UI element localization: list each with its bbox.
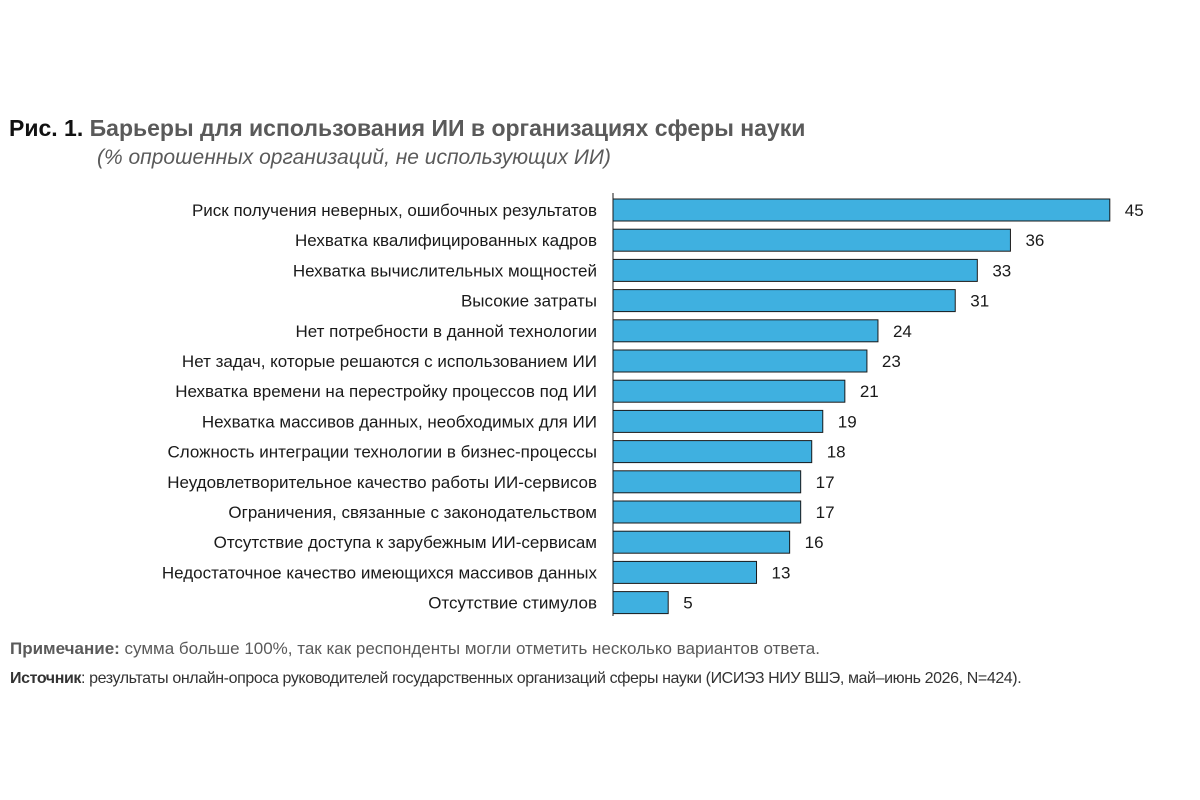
note-text: сумма больше 100%, так как респонденты м… bbox=[119, 639, 820, 658]
figure-title-text: Барьеры для использования ИИ в организац… bbox=[89, 115, 806, 141]
category-label: Риск получения неверных, ошибочных резул… bbox=[192, 201, 597, 220]
category-label: Ограничения, связанные с законодательств… bbox=[228, 503, 597, 522]
value-label: 23 bbox=[882, 352, 901, 371]
category-label: Высокие затраты bbox=[461, 292, 597, 311]
note-label: Примечание: bbox=[10, 639, 120, 658]
category-label: Нехватка вычислительных мощностей bbox=[293, 261, 597, 280]
category-label: Неудовлетворительное качество работы ИИ-… bbox=[167, 473, 597, 492]
bar bbox=[612, 258, 978, 282]
bar bbox=[612, 409, 824, 433]
bar bbox=[612, 379, 846, 403]
bar bbox=[612, 470, 802, 494]
bar bbox=[612, 591, 669, 615]
category-label: Отсутствие доступа к зарубежным ИИ-серви… bbox=[214, 533, 597, 552]
bar bbox=[612, 530, 791, 554]
value-label: 18 bbox=[827, 443, 846, 462]
value-label: 17 bbox=[816, 473, 835, 492]
value-label: 45 bbox=[1125, 201, 1144, 220]
value-label: 16 bbox=[805, 533, 824, 552]
value-label: 19 bbox=[838, 412, 857, 431]
category-label: Отсутствие стимулов bbox=[428, 594, 597, 613]
source-label: Источник bbox=[10, 670, 81, 687]
bar bbox=[612, 289, 956, 313]
bar bbox=[612, 198, 1111, 222]
value-label: 17 bbox=[816, 503, 835, 522]
bar bbox=[612, 228, 1011, 252]
category-label: Нет потребности в данной технологии bbox=[295, 322, 597, 341]
figure-title: Рис. 1. Барьеры для использования ИИ в о… bbox=[9, 111, 805, 145]
value-label: 31 bbox=[970, 292, 989, 311]
bar bbox=[612, 500, 802, 524]
chart-note: Примечание: сумма больше 100%, так как р… bbox=[10, 636, 820, 662]
category-label: Нехватка времени на перестройку процессо… bbox=[175, 382, 597, 401]
bar bbox=[612, 560, 758, 584]
value-label: 36 bbox=[1025, 231, 1044, 250]
category-label: Нехватка массивов данных, необходимых дл… bbox=[202, 412, 597, 431]
category-label: Недостаточное качество имеющихся массиво… bbox=[162, 563, 598, 582]
value-label: 21 bbox=[860, 382, 879, 401]
figure-number: Рис. 1. bbox=[9, 115, 84, 141]
category-label: Нехватка квалифицированных кадров bbox=[295, 231, 597, 250]
value-label: 5 bbox=[683, 594, 692, 613]
bar bbox=[612, 319, 879, 343]
value-label: 33 bbox=[992, 261, 1011, 280]
category-label: Нет задач, которые решаются с использова… bbox=[182, 352, 597, 371]
value-label: 24 bbox=[893, 322, 912, 341]
bar bbox=[612, 349, 868, 373]
source-text: : результаты онлайн-опроса руководителей… bbox=[81, 670, 1022, 687]
value-label: 13 bbox=[772, 563, 791, 582]
bar bbox=[612, 440, 813, 464]
chart-source: Источник: результаты онлайн-опроса руков… bbox=[10, 666, 1022, 692]
figure-subtitle: (% опрошенных организаций, не использующ… bbox=[97, 146, 611, 169]
category-label: Сложность интеграции технологии в бизнес… bbox=[168, 443, 597, 462]
